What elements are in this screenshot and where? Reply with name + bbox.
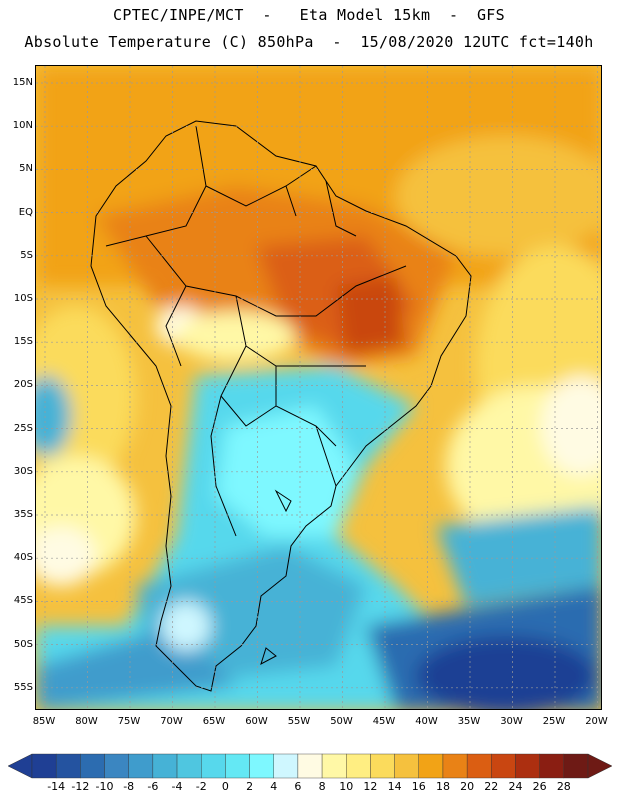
colorbar-label: -2 <box>195 780 207 793</box>
colorbar-cell <box>201 753 226 779</box>
map-title-line-1: CPTEC/INPE/MCT - Eta Model 15km - GFS <box>113 6 505 24</box>
longitude-label: 70W <box>160 716 183 727</box>
colorbar-label: 4 <box>270 780 278 793</box>
latitude-label: 25S <box>13 422 33 434</box>
map-title-line-2: Absolute Temperature (C) 850hPa - 15/08/… <box>24 33 594 51</box>
colorbar-label: 14 <box>387 780 402 793</box>
colorbar-cell <box>563 753 589 779</box>
colorbar-label: 0 <box>221 780 229 793</box>
colorbar-label: 20 <box>460 780 475 793</box>
colorbar-label: 28 <box>556 780 571 793</box>
colorbar-cell <box>249 753 274 779</box>
temperature-field <box>36 66 601 709</box>
longitude-label: 35W <box>457 716 481 727</box>
longitude-label: 50W <box>330 716 353 727</box>
colorbar-label: 10 <box>339 780 354 793</box>
latitude-label: 35S <box>13 509 33 520</box>
colorbar-label: -4 <box>171 780 183 793</box>
colorbar-high-arrow <box>587 753 612 779</box>
latitude-label: EQ <box>18 206 33 218</box>
colorbar-cell <box>55 753 81 779</box>
colorbar-cell <box>128 753 154 779</box>
colorbar-label: 12 <box>363 780 378 793</box>
colorbar-label: -12 <box>71 780 90 793</box>
colorbar <box>8 753 612 779</box>
colorbar-label: -14 <box>47 780 66 793</box>
colorbar-label: -6 <box>147 780 159 793</box>
coastlines <box>90 120 472 692</box>
latitude-label: 5N <box>19 163 33 175</box>
latitude-label: 50S <box>13 638 33 650</box>
colorbar-label: 2 <box>246 780 254 793</box>
longitude-label: 40W <box>415 716 438 727</box>
latitude-label: 40S <box>13 552 33 564</box>
latitude-label: 55S <box>13 681 33 693</box>
latitude-label: 10S <box>13 293 33 304</box>
latitude-label: 10N <box>12 120 33 132</box>
longitude-label: 20W <box>585 716 608 727</box>
colorbar-cell <box>418 753 444 779</box>
colorbar-cell <box>442 753 468 779</box>
colorbar-cell <box>515 753 540 779</box>
colorbar-cell <box>370 753 395 779</box>
colorbar-label: -8 <box>123 780 135 793</box>
latitude-label: 45S <box>13 595 33 607</box>
longitude-label: 45W <box>372 716 396 727</box>
colorbar-cell <box>152 753 178 779</box>
colorbar-cell <box>539 753 565 779</box>
colorbar-label: -10 <box>95 780 114 793</box>
colorbar-cell <box>176 753 202 779</box>
temperature-map <box>35 65 602 710</box>
colorbar-cell <box>31 753 57 779</box>
colorbar-cell <box>225 753 250 779</box>
colorbar-cell <box>466 753 492 779</box>
longitude-label: 75W <box>117 716 141 727</box>
colorbar-low-arrow <box>8 753 33 779</box>
latitude-label: 5S <box>20 249 33 261</box>
colorbar-cell <box>491 753 516 779</box>
colorbar-label: 24 <box>508 780 523 793</box>
colorbar-cell <box>346 753 371 779</box>
longitude-label: 60W <box>245 716 268 727</box>
longitude-label: 25W <box>542 716 566 727</box>
longitude-label: 80W <box>75 716 98 727</box>
colorbar-label: 8 <box>318 780 326 793</box>
longitude-label: 30W <box>500 716 523 727</box>
colorbar-cell <box>104 753 129 779</box>
colorbar-cell <box>297 753 323 779</box>
longitude-label: 85W <box>32 716 56 727</box>
colorbar-cell <box>394 753 419 779</box>
colorbar-label: 18 <box>435 780 450 793</box>
colorbar-label: 22 <box>484 780 499 793</box>
latitude-label: 20S <box>13 379 33 391</box>
latitude-label: 15N <box>12 77 33 88</box>
latitude-label: 30S <box>13 465 33 477</box>
longitude-label: 65W <box>202 716 226 727</box>
colorbar-label: 6 <box>294 780 302 793</box>
longitude-label: 55W <box>287 716 311 727</box>
colorbar-cell <box>321 753 347 779</box>
colorbar-label: 26 <box>532 780 547 793</box>
colorbar-label: 16 <box>411 780 426 793</box>
latitude-label: 15S <box>13 336 33 348</box>
colorbar-cell <box>80 753 105 779</box>
colorbar-cell <box>273 753 299 779</box>
